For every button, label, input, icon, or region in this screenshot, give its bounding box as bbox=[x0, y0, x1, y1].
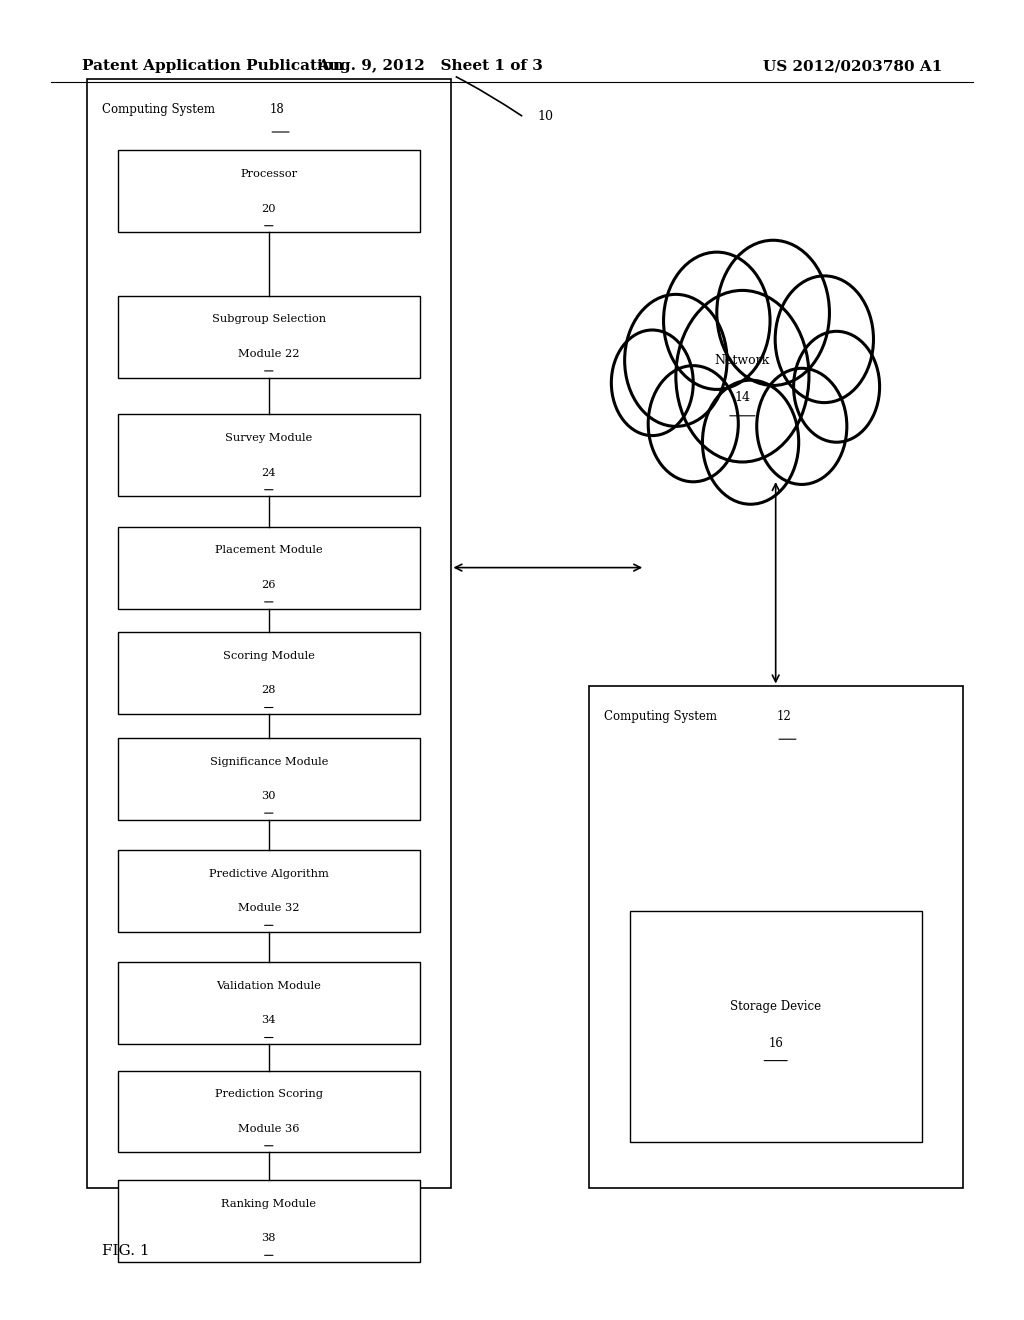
Circle shape bbox=[794, 331, 880, 442]
Text: 34: 34 bbox=[261, 1015, 276, 1026]
Bar bbox=[118, 1071, 420, 1152]
Text: 38: 38 bbox=[261, 1233, 276, 1243]
Bar bbox=[87, 79, 451, 1188]
Bar bbox=[118, 738, 420, 820]
Bar bbox=[118, 150, 420, 232]
Text: Ranking Module: Ranking Module bbox=[221, 1199, 316, 1209]
Text: Module 36: Module 36 bbox=[238, 1123, 300, 1134]
Bar bbox=[118, 1180, 420, 1262]
Text: Aug. 9, 2012   Sheet 1 of 3: Aug. 9, 2012 Sheet 1 of 3 bbox=[317, 59, 543, 74]
Text: Prediction Scoring: Prediction Scoring bbox=[215, 1089, 323, 1100]
Circle shape bbox=[648, 366, 738, 482]
Text: 10: 10 bbox=[538, 110, 554, 123]
Text: 18: 18 bbox=[269, 103, 284, 116]
Text: Significance Module: Significance Module bbox=[210, 756, 328, 767]
Text: 14: 14 bbox=[734, 391, 751, 404]
Bar bbox=[118, 414, 420, 496]
Text: Patent Application Publication: Patent Application Publication bbox=[82, 59, 344, 74]
Circle shape bbox=[625, 294, 727, 426]
Text: US 2012/0203780 A1: US 2012/0203780 A1 bbox=[763, 59, 942, 74]
Bar bbox=[118, 296, 420, 378]
Circle shape bbox=[717, 240, 829, 385]
Circle shape bbox=[676, 290, 809, 462]
Circle shape bbox=[775, 276, 873, 403]
Text: Computing System: Computing System bbox=[604, 710, 721, 723]
Bar bbox=[118, 850, 420, 932]
Text: 30: 30 bbox=[261, 791, 276, 801]
Circle shape bbox=[664, 252, 770, 389]
Text: Validation Module: Validation Module bbox=[216, 981, 322, 991]
Text: Subgroup Selection: Subgroup Selection bbox=[212, 314, 326, 325]
Text: 16: 16 bbox=[768, 1038, 783, 1049]
Text: Predictive Algorithm: Predictive Algorithm bbox=[209, 869, 329, 879]
Circle shape bbox=[757, 368, 847, 484]
Bar bbox=[118, 962, 420, 1044]
Text: 12: 12 bbox=[776, 710, 791, 723]
Text: Computing System: Computing System bbox=[102, 103, 219, 116]
Text: FIG. 1: FIG. 1 bbox=[102, 1245, 151, 1258]
Text: 24: 24 bbox=[261, 467, 276, 478]
Text: 26: 26 bbox=[261, 579, 276, 590]
Circle shape bbox=[611, 330, 693, 436]
Text: 28: 28 bbox=[261, 685, 276, 696]
Text: Survey Module: Survey Module bbox=[225, 433, 312, 444]
Text: Network: Network bbox=[715, 354, 770, 367]
Bar bbox=[630, 911, 922, 1142]
Text: Module 32: Module 32 bbox=[238, 903, 300, 913]
Text: 20: 20 bbox=[261, 203, 276, 214]
Bar bbox=[589, 686, 963, 1188]
Text: Scoring Module: Scoring Module bbox=[223, 651, 314, 661]
Text: Processor: Processor bbox=[241, 169, 297, 180]
Circle shape bbox=[702, 380, 799, 504]
Text: Placement Module: Placement Module bbox=[215, 545, 323, 556]
Bar bbox=[118, 632, 420, 714]
Text: Module 22: Module 22 bbox=[238, 348, 300, 359]
Bar bbox=[118, 527, 420, 609]
Text: Storage Device: Storage Device bbox=[730, 1001, 821, 1012]
